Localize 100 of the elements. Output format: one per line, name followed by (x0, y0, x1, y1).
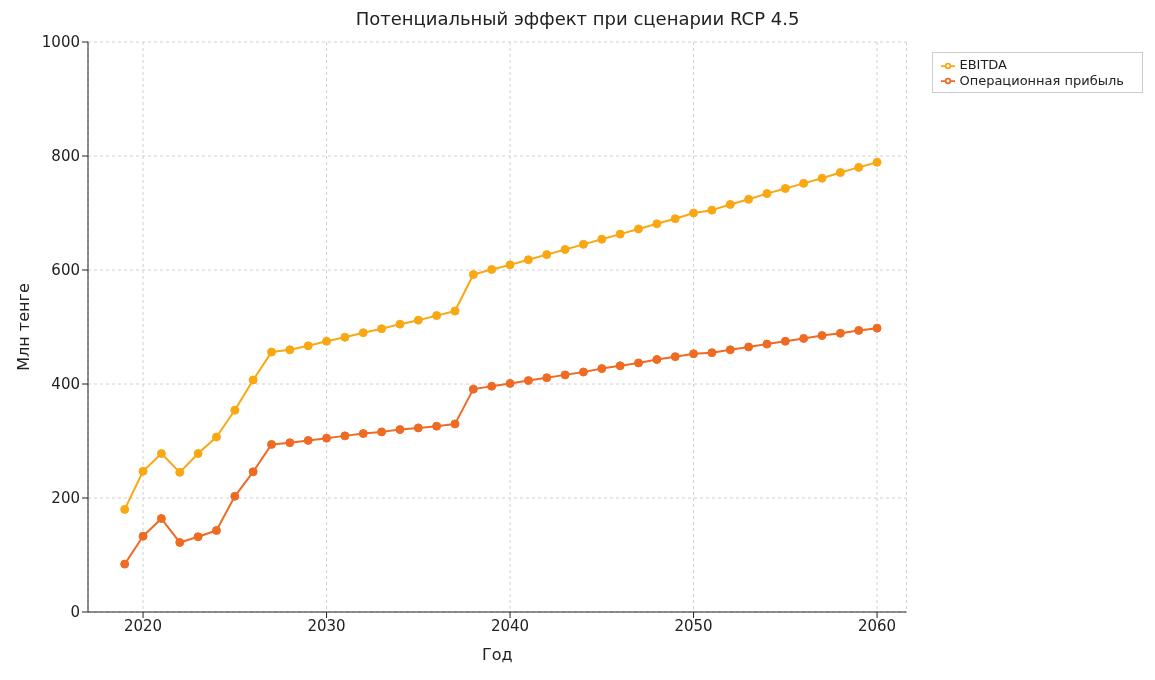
x-tick-label: 2040 (490, 616, 530, 635)
point (707, 348, 717, 358)
y-axis-title: Млн тенге (13, 283, 33, 371)
y-tick-label: 600 (51, 261, 80, 280)
point (689, 349, 699, 359)
point (193, 449, 203, 459)
y-tick-label: 200 (51, 489, 80, 508)
point (432, 421, 442, 431)
point (267, 439, 276, 449)
point (377, 427, 387, 437)
point (432, 311, 442, 321)
point (413, 315, 423, 325)
point (670, 352, 680, 362)
point (560, 244, 570, 254)
point (854, 162, 864, 172)
point (395, 425, 405, 435)
point (248, 467, 258, 477)
point (468, 270, 478, 280)
point (450, 306, 460, 316)
point (138, 531, 148, 541)
point (523, 255, 533, 265)
point (395, 319, 405, 329)
point (303, 435, 313, 445)
point (578, 367, 588, 377)
point (505, 378, 515, 388)
chart-title: Потенциальный эффект при сценарии RCP 4.5 (354, 8, 801, 31)
point (322, 336, 332, 346)
point (854, 325, 864, 335)
y-tick-label: 0 (70, 603, 80, 622)
point (211, 432, 221, 442)
point (542, 250, 552, 260)
point (597, 364, 607, 374)
point (340, 431, 350, 441)
point (322, 433, 332, 443)
legend-label: Операционная прибыль (959, 72, 1124, 88)
y-tick-label: 800 (51, 147, 80, 166)
point (762, 189, 772, 199)
point (835, 328, 845, 338)
point (285, 438, 295, 448)
point (120, 504, 130, 514)
x-tick-label: 2030 (307, 616, 346, 635)
point (230, 405, 240, 415)
point (413, 423, 423, 433)
point (523, 376, 533, 386)
point (542, 373, 552, 383)
point (487, 381, 497, 391)
x-tick-label: 2020 (123, 616, 163, 635)
point (468, 384, 478, 394)
point (193, 532, 203, 542)
point (744, 342, 754, 352)
x-axis-title: Год (481, 645, 513, 664)
point (303, 341, 313, 351)
point (799, 333, 809, 343)
point (377, 324, 387, 334)
point (175, 467, 185, 477)
point (175, 537, 185, 547)
point (725, 199, 735, 209)
point (835, 168, 845, 178)
point (652, 354, 662, 364)
point (670, 214, 680, 224)
point (762, 339, 772, 349)
point (780, 336, 790, 346)
point (578, 239, 588, 249)
x-tick-label: 2060 (857, 616, 897, 635)
point (780, 183, 790, 193)
point (707, 205, 717, 215)
point (872, 323, 882, 333)
point (817, 331, 827, 341)
point (817, 173, 827, 183)
point (634, 358, 644, 368)
point (230, 491, 240, 501)
point (652, 219, 662, 229)
y-tick-label: 1000 (41, 33, 80, 52)
point (615, 229, 625, 239)
point (120, 559, 130, 569)
point (799, 178, 809, 188)
point (156, 449, 166, 459)
point (725, 345, 735, 355)
point (872, 157, 882, 167)
point (138, 466, 148, 476)
x-tick-label: 2050 (674, 616, 713, 635)
point (505, 260, 515, 270)
point (267, 347, 276, 357)
point (560, 370, 570, 380)
point (450, 419, 460, 429)
point (615, 361, 625, 371)
legend-label: EBITDA (959, 57, 1008, 72)
y-tick-label: 400 (51, 375, 80, 394)
point (689, 208, 699, 218)
point (487, 264, 497, 274)
point (285, 345, 295, 355)
point (597, 234, 607, 244)
point (744, 194, 754, 204)
point (358, 429, 368, 439)
point (340, 332, 350, 342)
point (634, 224, 644, 234)
point (211, 525, 221, 535)
point (248, 375, 258, 385)
point (358, 328, 368, 338)
point (156, 514, 166, 524)
